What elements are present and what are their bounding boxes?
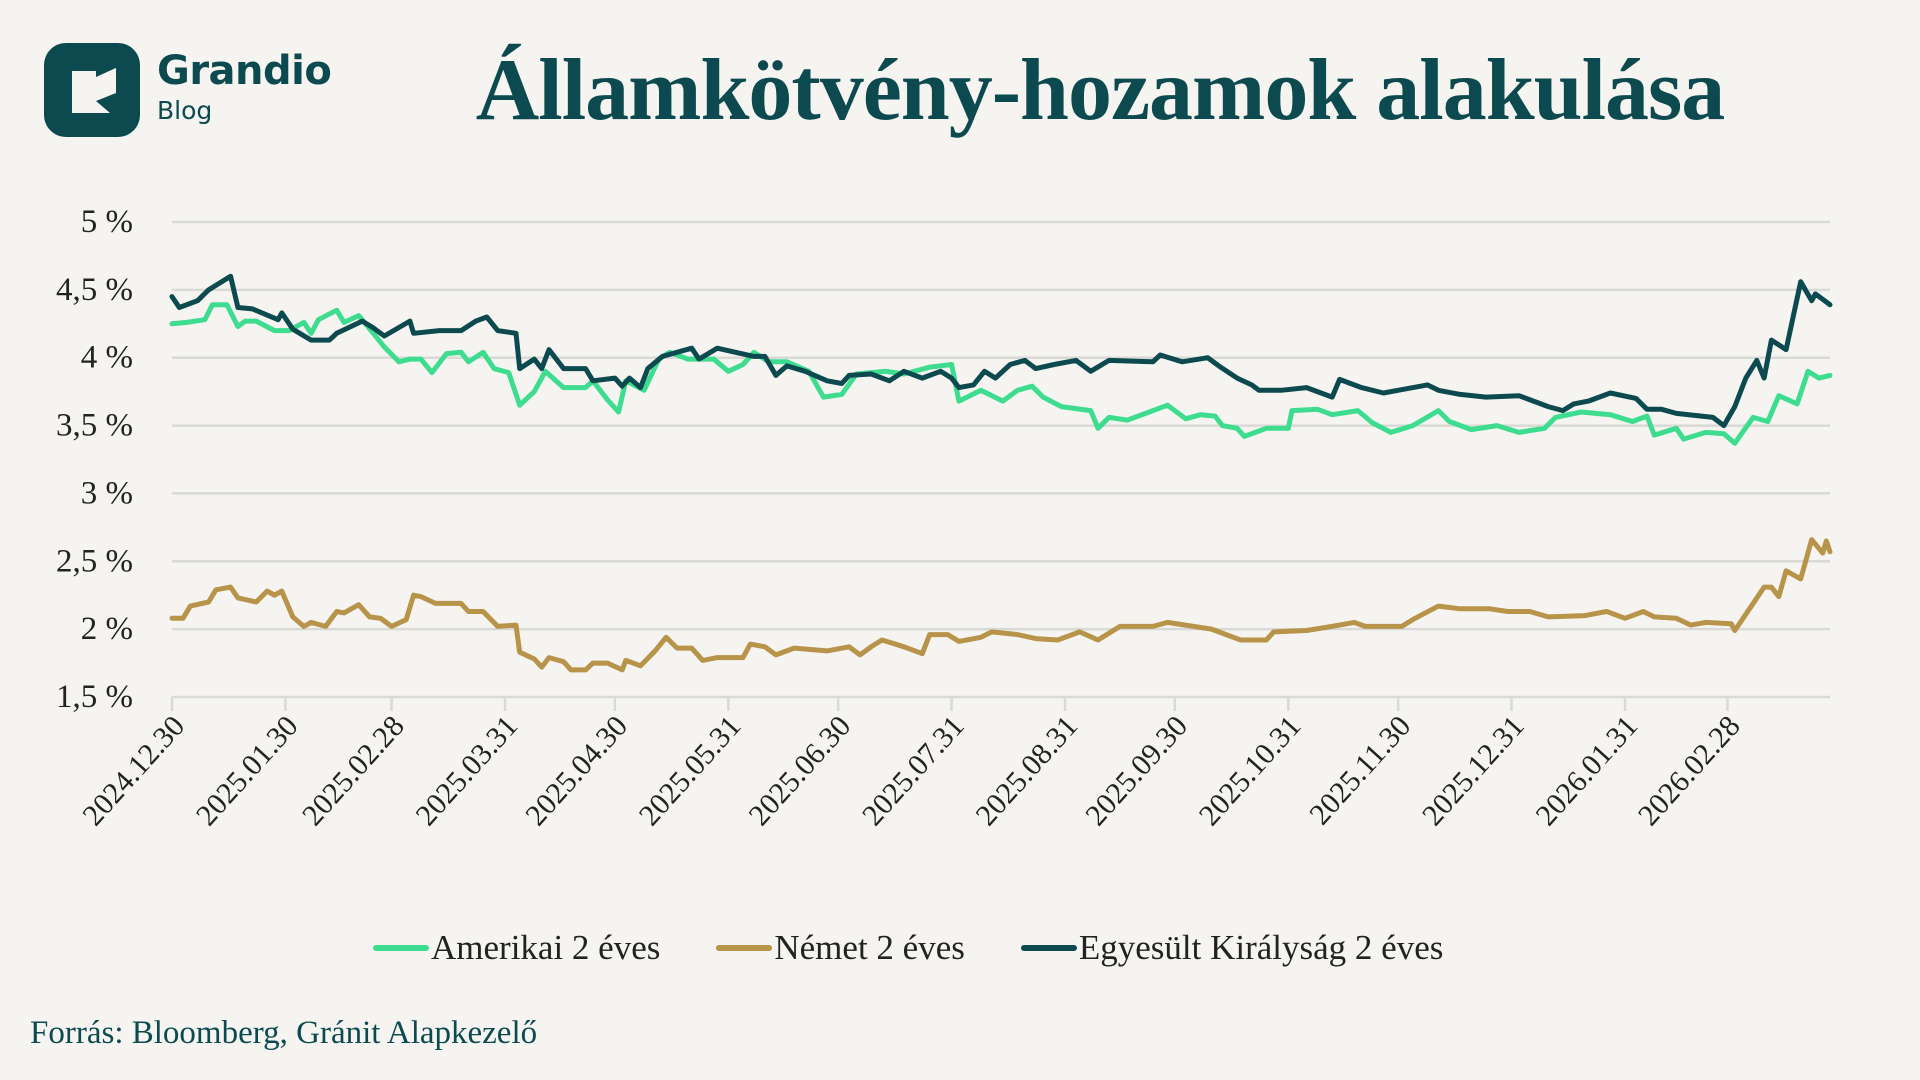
legend-label-us: Amerikai 2 éves: [431, 928, 661, 967]
x-axis-ticks: [170, 697, 1729, 711]
legend-item-uk: Egyesült Királyság 2 éves: [1020, 928, 1444, 968]
y-tick-label: 2 %: [81, 611, 133, 647]
legend: Amerikai 2 éves Német 2 éves Egyesült Ki…: [373, 928, 1499, 968]
x-tick-label: 2024.12.30: [76, 710, 191, 832]
y-tick-label: 3 %: [81, 475, 133, 511]
y-tick-label: 4,5 %: [56, 272, 133, 308]
y-tick-label: 2,5 %: [56, 543, 133, 579]
legend-label-uk: Egyesült Királyság 2 éves: [1078, 928, 1444, 967]
y-tick-label: 5 %: [81, 204, 133, 240]
legend-label-de: Német 2 éves: [774, 928, 965, 967]
y-tick-label: 3,5 %: [56, 408, 133, 444]
x-tick-label: 2025.05.31: [633, 710, 748, 832]
gridlines: [172, 220, 1830, 699]
legend-swatch-de: [716, 945, 773, 951]
series-line-uk: [169, 273, 1833, 429]
x-tick-label: 2026.02.28: [1632, 710, 1747, 832]
chart-title: Államkötvény-hozamok alakulása: [475, 42, 1726, 139]
x-axis-labels: 2024.12.302025.01.302025.02.282025.03.31…: [76, 710, 1746, 832]
legend-swatch-uk: [1020, 945, 1077, 951]
x-tick-label: 2025.08.31: [969, 710, 1084, 832]
series-lines: [169, 273, 1833, 673]
line-chart: 5 % 4,5 % 4 % 3,5 % 3 % 2,5 % 2 % 1,5 % 2024.12…: [56, 204, 1833, 832]
y-axis-labels: 5 % 4,5 % 4 % 3,5 % 3 % 2,5 % 2 % 1,5 %: [56, 204, 133, 715]
y-tick-label: 1,5 %: [56, 679, 133, 715]
x-tick-label: 2025.02.28: [296, 710, 411, 832]
grandio-logo-icon: [44, 43, 140, 137]
x-tick-label: 2025.12.31: [1416, 710, 1531, 832]
y-tick-label: 4 %: [81, 340, 133, 376]
legend-item-de: Német 2 éves: [716, 928, 965, 968]
x-tick-label: 2025.09.30: [1079, 710, 1194, 832]
x-tick-label: 2026.01.31: [1529, 710, 1644, 832]
x-tick-label: 2025.03.31: [409, 710, 524, 832]
x-tick-label: 2025.11.30: [1303, 710, 1417, 832]
source-note: Forrás: Bloomberg, Gránit Alapkezelő: [30, 1015, 538, 1051]
series-line-de: [169, 537, 1833, 673]
legend-swatch-us: [373, 945, 429, 951]
brand-name: Grandio: [157, 48, 332, 94]
x-tick-label: 2025.06.30: [742, 710, 857, 832]
x-tick-label: 2025.01.30: [190, 710, 305, 832]
legend-item-us: Amerikai 2 éves: [373, 928, 660, 968]
x-tick-label: 2025.10.31: [1193, 710, 1308, 832]
x-tick-label: 2025.07.31: [856, 710, 971, 832]
brand-subtitle: Blog: [157, 96, 213, 125]
x-tick-label: 2025.04.30: [519, 710, 634, 832]
series-line-us: [169, 302, 1833, 446]
